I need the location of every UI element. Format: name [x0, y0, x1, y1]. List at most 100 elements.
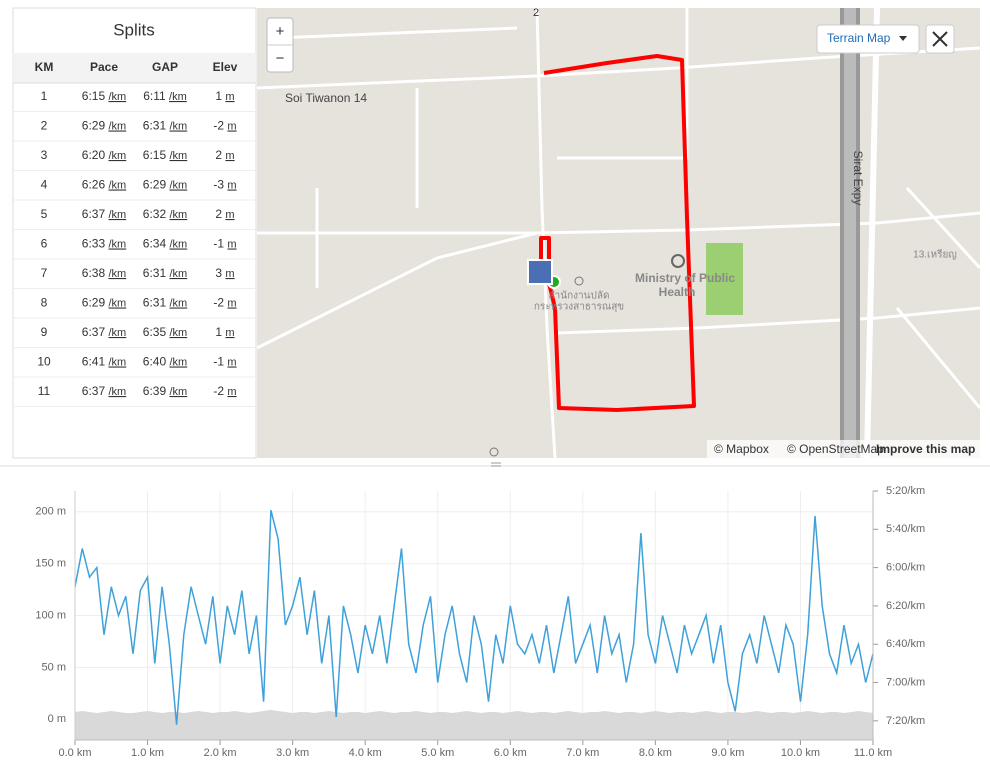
split-gap-value: 6:29 — [143, 178, 167, 192]
split-elev: 2 m — [215, 207, 234, 221]
improve-map-link[interactable]: Improve this map — [876, 442, 975, 456]
dropdown-caret — [899, 36, 907, 41]
split-unit: /km — [169, 238, 187, 250]
split-pace: 6:41 /km — [82, 355, 126, 369]
split-pace-value: 6:37 — [82, 384, 106, 398]
splits-title: Splits — [113, 20, 155, 39]
poi-label: Health — [659, 285, 696, 299]
splits-header-bg — [13, 53, 256, 83]
split-km: 1 — [41, 89, 48, 103]
photo-marker[interactable] — [527, 259, 553, 285]
street-label: Soi Tiwanon 14 — [285, 91, 367, 105]
x-tick-label: 3.0 km — [276, 747, 309, 759]
split-pace-value: 6:20 — [82, 148, 106, 162]
split-elev-value: -1 — [213, 237, 224, 251]
split-unit: /km — [108, 386, 126, 398]
split-pace: 6:38 /km — [82, 266, 126, 280]
split-unit: /km — [108, 297, 126, 309]
split-gap-value: 6:35 — [143, 325, 167, 339]
split-elev: -3 m — [213, 178, 236, 192]
split-unit: /km — [169, 297, 187, 309]
elevation-area — [75, 709, 873, 740]
split-km: 3 — [41, 148, 48, 162]
split-pace: 6:20 /km — [82, 148, 126, 162]
split-unit: /km — [108, 327, 126, 339]
split-unit: m — [227, 297, 236, 309]
x-tick-label: 11.0 km — [854, 747, 892, 759]
y-tick-label: 150 m — [35, 558, 66, 570]
zoom-in[interactable]: + — [276, 23, 285, 40]
split-elev: -1 m — [213, 355, 236, 369]
split-unit: m — [227, 120, 236, 132]
split-elev: 2 m — [215, 148, 234, 162]
fullscreen-icon — [932, 31, 948, 47]
split-elev: 3 m — [215, 266, 234, 280]
y2-tick-label: 6:00/km — [886, 562, 925, 574]
split-unit: /km — [108, 150, 126, 162]
layer-button[interactable] — [816, 24, 920, 54]
y-tick-label: 200 m — [35, 506, 66, 518]
split-unit: /km — [169, 179, 187, 191]
split-pace-value: 6:37 — [82, 325, 106, 339]
split-unit: m — [225, 268, 234, 280]
y2-tick-label: 5:40/km — [886, 523, 925, 535]
split-unit: /km — [169, 386, 187, 398]
split-gap: 6:31 /km — [143, 266, 187, 280]
split-gap: 6:32 /km — [143, 207, 187, 221]
split-pace: 6:29 /km — [82, 119, 126, 133]
poi-marker — [489, 447, 499, 457]
split-unit: m — [225, 91, 234, 103]
split-elev-value: 2 — [215, 148, 222, 162]
split-pace-value: 6:41 — [82, 355, 106, 369]
split-unit: /km — [108, 209, 126, 221]
poi-marker — [574, 276, 584, 286]
split-elev: 1 m — [215, 325, 234, 339]
split-pace: 6:37 /km — [82, 384, 126, 398]
split-elev: -1 m — [213, 237, 236, 251]
split-gap-value: 6:40 — [143, 355, 167, 369]
split-elev: 1 m — [215, 89, 234, 103]
x-tick-label: 0.0 km — [58, 747, 91, 759]
split-unit: /km — [169, 91, 187, 103]
split-unit: m — [227, 238, 236, 250]
chart: 0.0 km 1.0 km 2.0 km 3.0 km 4.0 km 5.0 km 6.0 … — [35, 485, 925, 759]
split-unit: /km — [169, 356, 187, 368]
split-unit: m — [227, 356, 236, 368]
pace-line — [74, 510, 874, 725]
split-elev-value: 1 — [215, 325, 222, 339]
split-unit: /km — [169, 209, 187, 221]
resize-handle[interactable] — [491, 462, 501, 467]
split-gap: 6:35 /km — [143, 325, 187, 339]
x-tick-label: 8.0 km — [639, 747, 672, 759]
split-km: 10 — [37, 355, 51, 369]
split-gap-value: 6:32 — [143, 207, 167, 221]
split-gap: 6:39 /km — [143, 384, 187, 398]
map: 2 Soi Tiwanon 14 Sirat Expy Ministry of … — [256, 7, 982, 459]
split-km: 11 — [38, 384, 51, 398]
split-pace: 6:29 /km — [82, 296, 126, 310]
y-tick-label: 50 m — [42, 661, 66, 673]
split-pace-value: 6:29 — [82, 119, 106, 133]
x-tick-label: 2.0 km — [204, 747, 237, 759]
zoom-out[interactable]: − — [276, 50, 285, 67]
split-unit: /km — [169, 327, 187, 339]
expressway-label: Sirat Expy — [851, 151, 865, 206]
split-km: 4 — [41, 178, 48, 192]
attribution[interactable]: © Mapbox — [714, 442, 769, 456]
y-tick-label: 0 m — [48, 713, 66, 725]
road-number: 2 — [533, 7, 539, 19]
column-header: KM — [35, 60, 54, 74]
split-km: 7 — [41, 266, 48, 280]
split-km: 2 — [41, 119, 48, 133]
attribution[interactable]: © OpenStreetMap — [787, 442, 884, 456]
split-pace-value: 6:29 — [82, 296, 106, 310]
split-pace: 6:37 /km — [82, 325, 126, 339]
layer-label[interactable]: Terrain Map — [827, 31, 891, 45]
split-pace-value: 6:38 — [82, 266, 106, 280]
split-elev: -2 m — [213, 119, 236, 133]
split-km: 6 — [41, 237, 48, 251]
x-tick-label: 4.0 km — [349, 747, 382, 759]
split-km: 5 — [41, 207, 48, 221]
split-gap: 6:11 /km — [143, 89, 187, 103]
